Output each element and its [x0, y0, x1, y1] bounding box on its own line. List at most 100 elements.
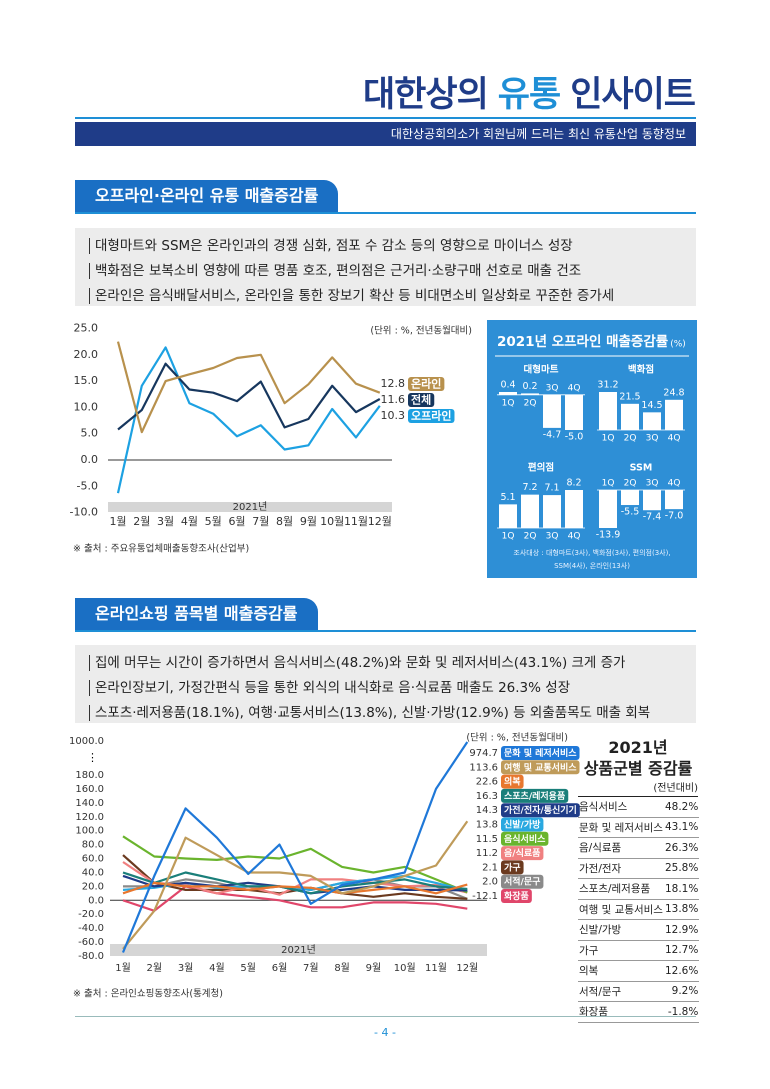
- bullet: 집에 머무는 시간이 증가하면서 음식서비스(48.2%)와 문화 및 레저서비…: [89, 651, 682, 676]
- section-header: 오프라인·온라인 유통 매출증감률: [75, 180, 696, 214]
- table-cell: 의복: [578, 960, 664, 982]
- source-note: ※ 출처 : 온라인쇼핑동향조사(통계청): [73, 988, 223, 1000]
- bar-category-label: 1Q: [602, 434, 615, 444]
- table-cell: 13.8%: [663, 899, 700, 920]
- panel-note: 조사대상 : 대형마트(3사), 백화점(3사), 편의점(3사),: [513, 548, 670, 557]
- table-cell: 가전/전자: [578, 858, 664, 879]
- legend-label: 가전/전자/통신기기: [504, 804, 577, 816]
- bar: [543, 495, 561, 528]
- bar-value-label: -4.7: [543, 429, 562, 440]
- legend-pill: [501, 788, 569, 803]
- table-row: 음식서비스 48.2%: [578, 797, 700, 818]
- bar-value-label: 5.1: [500, 492, 515, 503]
- subchart-title: 대형마트: [524, 364, 559, 376]
- legend-pill: [501, 846, 544, 861]
- x-tick-label: 2월: [133, 515, 150, 528]
- bar-value-label: 7.2: [522, 482, 537, 493]
- bullet: 대형마트와 SSM은 온라인과의 경쟁 심화, 점포 수 감소 등의 영향으로 …: [89, 234, 682, 259]
- axis-break: ⋮: [87, 751, 98, 764]
- bar-category-label: 3Q: [646, 479, 659, 489]
- bar-value-label: 24.8: [663, 387, 684, 398]
- y-tick-label: 10.0: [74, 400, 99, 413]
- table-body: 음식서비스 48.2% 문화 및 레저서비스 43.1% 음/식료품 26.3% 가전/전자…: [578, 797, 700, 1023]
- end-value-label: 11.5: [476, 834, 498, 845]
- bar-value-label: -5.0: [565, 432, 584, 443]
- page-number: - 4 -: [374, 1026, 396, 1039]
- y-tick-label: 20.0: [74, 348, 99, 361]
- bar-value-label: 0.4: [500, 380, 515, 391]
- rule: [75, 117, 696, 119]
- table-cell: 48.2%: [663, 797, 700, 818]
- legend-label: 스포츠/레저용품: [504, 790, 565, 802]
- unit-note: (단위 : %, 전년동월대비): [370, 325, 472, 337]
- legend-pill: [501, 831, 549, 846]
- bullet-text: 대형마트와 SSM은 온라인과의 경쟁 심화, 점포 수 감소 등의 영향으로 …: [89, 238, 573, 254]
- legend-label: 음/식료품: [504, 847, 540, 859]
- table-row: 음/식료품 26.3%: [578, 837, 700, 859]
- bullet-text: 백화점은 보복소비 영향에 따른 명품 호조, 편의점은 근거리·소량구매 선호…: [89, 263, 582, 279]
- x-tick-label: 3월: [157, 515, 174, 528]
- legend-label: 화장품: [504, 890, 529, 902]
- series-line: [122, 871, 468, 895]
- bar: [543, 394, 561, 428]
- x-tick-label: 9월: [366, 962, 382, 974]
- footer-rule: [75, 1016, 696, 1017]
- table-unit: (전년대비): [578, 779, 698, 797]
- table-row: 가전/전자 25.8%: [578, 858, 700, 879]
- end-value-label: 12.8: [381, 377, 406, 390]
- bar-value-label: 14.5: [641, 400, 662, 411]
- y-tick-label: -20.0: [78, 909, 104, 920]
- table-cell: 음식서비스: [578, 797, 664, 818]
- x-tick-label: 4월: [209, 962, 225, 974]
- bar-category-label: 4Q: [668, 434, 681, 444]
- end-value-label: 22.6: [476, 777, 498, 788]
- table-cell: 서적/문구: [578, 981, 664, 1002]
- table-cell: 스포츠/레저용품: [578, 878, 664, 900]
- y-tick-label: 180.0: [75, 770, 104, 781]
- legend-pill: [408, 377, 445, 391]
- bullet: 백화점은 보복소비 영향에 따른 명품 호조, 편의점은 근거리·소량구매 선호…: [89, 259, 682, 284]
- end-value-label: 11.6: [381, 393, 406, 406]
- table-cell: 25.8%: [663, 858, 700, 879]
- y-tick-label: -40.0: [78, 923, 104, 934]
- table-cell: 가구: [578, 940, 664, 961]
- x-tick-label: 12월: [368, 515, 392, 528]
- table-cell: 9.2%: [663, 981, 700, 1002]
- subtitle: 대한상공회의소가 회원님께 드리는 최신 유통산업 동향정보: [75, 122, 696, 146]
- x-tick-label: 10월: [394, 962, 416, 974]
- legend-pill: [408, 409, 455, 423]
- x-tick-label: 2월: [147, 962, 163, 974]
- table-cell: 신발/가방: [578, 919, 664, 941]
- bullet-text: 스포츠·레저용품(18.1%), 여행·교통서비스(13.8%), 신발·가방(…: [89, 705, 651, 721]
- table-cell: 문화 및 레저서비스: [578, 817, 664, 838]
- bar-category-label: 2Q: [624, 479, 637, 489]
- table-cell: 12.7%: [663, 940, 700, 961]
- bar-category-label: 2Q: [524, 532, 537, 542]
- bar: [599, 490, 617, 528]
- source-note: ※ 출처 : 주요유통업체매출동향조사(산업부): [73, 543, 249, 555]
- table-row: 신발/가방 12.9%: [578, 919, 700, 941]
- y-tick-label: 20.0: [82, 881, 104, 892]
- bar-category-label: 1Q: [602, 479, 615, 489]
- bar: [499, 504, 517, 528]
- table-row: 의복 12.6%: [578, 960, 700, 982]
- y-tick-label: 140.0: [75, 798, 104, 809]
- bar-category-label: 3Q: [646, 434, 659, 444]
- legend-pill: [501, 760, 580, 775]
- series-line: [121, 741, 469, 953]
- y-tick-label: 0.0: [81, 453, 99, 466]
- legend-label: 오프라인: [411, 409, 451, 423]
- bar-value-label: -13.9: [596, 530, 621, 541]
- x-tick-label: 6월: [272, 962, 288, 974]
- table-cell: 12.9%: [663, 919, 700, 941]
- legend-pill: [408, 393, 435, 407]
- legend-label: 신발/가방: [504, 819, 541, 831]
- unit-note: (단위 : %, 전년동월대비): [466, 732, 568, 744]
- bar: [499, 392, 517, 395]
- bar: [621, 490, 639, 506]
- y-tick-label: 100.0: [75, 826, 104, 837]
- bar-category-label: 1Q: [502, 398, 515, 408]
- bar-value-label: -7.4: [643, 512, 662, 523]
- year-label: 2021년: [281, 944, 316, 956]
- y-tick-label: -80.0: [78, 951, 104, 962]
